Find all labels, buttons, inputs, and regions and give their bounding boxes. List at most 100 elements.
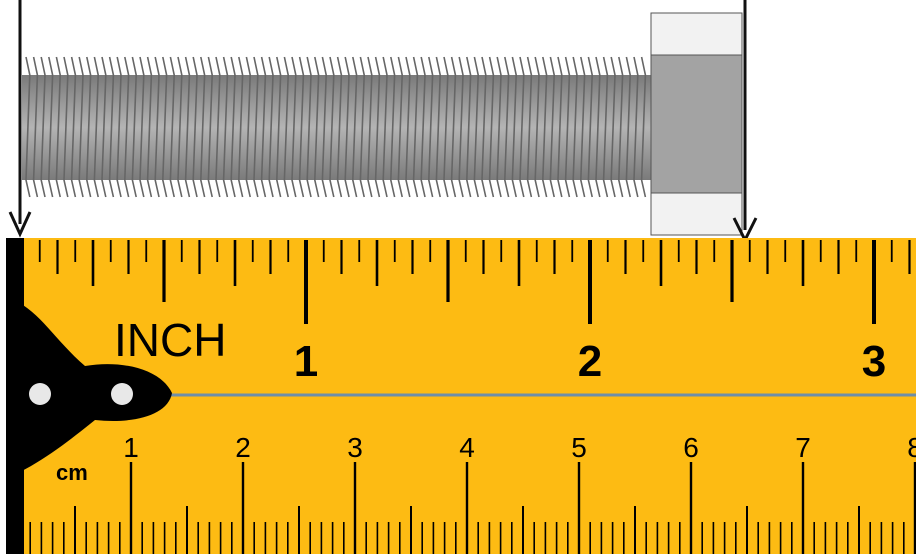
thread-line [192, 56, 198, 198]
inch-number: 1 [294, 337, 318, 386]
thread-line [587, 56, 594, 198]
thread-line [610, 56, 616, 198]
tape-hook [6, 238, 172, 554]
thread-line [336, 56, 343, 198]
thread-line [389, 56, 396, 198]
thread-line [222, 56, 229, 198]
thread-line [131, 56, 138, 198]
thread-line [139, 56, 145, 198]
thread-line [625, 56, 632, 198]
thread-line [108, 56, 115, 198]
thread-line [458, 56, 464, 198]
thread-line [306, 56, 312, 198]
thread-line [503, 56, 510, 198]
cm-number: 2 [235, 432, 251, 463]
thread-line [215, 56, 221, 198]
cm-number: 5 [571, 432, 587, 463]
thread-line [25, 56, 31, 198]
thread-line [534, 56, 540, 198]
thread-line [123, 56, 130, 198]
cm-label: cm [56, 460, 88, 485]
thread-line [283, 56, 290, 198]
thread-line [549, 56, 556, 198]
inch-number: 3 [862, 337, 886, 386]
thread-line [557, 56, 563, 198]
thread-line [32, 56, 39, 198]
bolt-threads [25, 56, 647, 198]
bolt [22, 12, 743, 236]
thread-line [640, 56, 647, 198]
thread-line [511, 56, 518, 198]
thread-line [465, 56, 472, 198]
thread-line [321, 56, 328, 198]
thread-line [268, 56, 274, 198]
thread-line [374, 56, 381, 198]
thread-line [519, 56, 525, 198]
thread-line [329, 56, 335, 198]
thread-line [298, 56, 305, 198]
cm-number: 3 [347, 432, 363, 463]
cm-ticks [29, 462, 916, 554]
thread-line [481, 56, 487, 198]
thread-line [617, 56, 624, 198]
thread-line [70, 56, 77, 198]
thread-line [177, 56, 183, 198]
thread-line [405, 56, 411, 198]
thread-line [230, 56, 236, 198]
thread-line [207, 56, 214, 198]
cm-number: 6 [683, 432, 699, 463]
thread-line [313, 56, 320, 198]
thread-line [85, 56, 92, 198]
thread-line [420, 56, 426, 198]
thread-line [427, 56, 434, 198]
inch-number: 2 [578, 337, 602, 386]
thread-line [199, 56, 206, 198]
thread-line [602, 56, 609, 198]
cm-number: 8 [907, 432, 916, 463]
thread-line [260, 56, 267, 198]
thread-line [367, 56, 373, 198]
thread-line [63, 56, 69, 198]
thread-line [101, 56, 107, 198]
thread-line [473, 56, 480, 198]
thread-line [435, 56, 442, 198]
thread-line [161, 56, 168, 198]
inch-label: INCH [114, 314, 226, 366]
thread-line [595, 56, 601, 198]
thread-line [40, 56, 46, 198]
thread-line [154, 56, 160, 198]
thread-line [55, 56, 62, 198]
thread-line [146, 56, 153, 198]
thread-line [237, 56, 244, 198]
thread-line [253, 56, 259, 198]
thread-line [382, 56, 388, 198]
bolt-shank [22, 75, 652, 180]
rivet [111, 383, 133, 405]
thread-line [541, 56, 548, 198]
thread-line [169, 56, 176, 198]
thread-line [412, 56, 419, 198]
thread-line [344, 56, 350, 198]
thread-line [526, 56, 533, 198]
thread-line [443, 56, 449, 198]
thread-line [450, 56, 457, 198]
thread-line [78, 56, 84, 198]
thread-line [564, 56, 571, 198]
cm-number: 1 [123, 432, 139, 463]
thread-line [633, 56, 639, 198]
rivet [29, 383, 51, 405]
thread-line [359, 56, 366, 198]
thread-line [275, 56, 282, 198]
cm-number: 4 [459, 432, 475, 463]
thread-line [397, 56, 404, 198]
thread-line [116, 56, 122, 198]
thread-line [47, 56, 54, 198]
thread-line [572, 56, 578, 198]
thread-line [351, 56, 358, 198]
thread-line [93, 56, 100, 198]
thread-line [291, 56, 297, 198]
thread-line [496, 56, 502, 198]
thread-line [488, 56, 495, 198]
thread-line [184, 56, 191, 198]
